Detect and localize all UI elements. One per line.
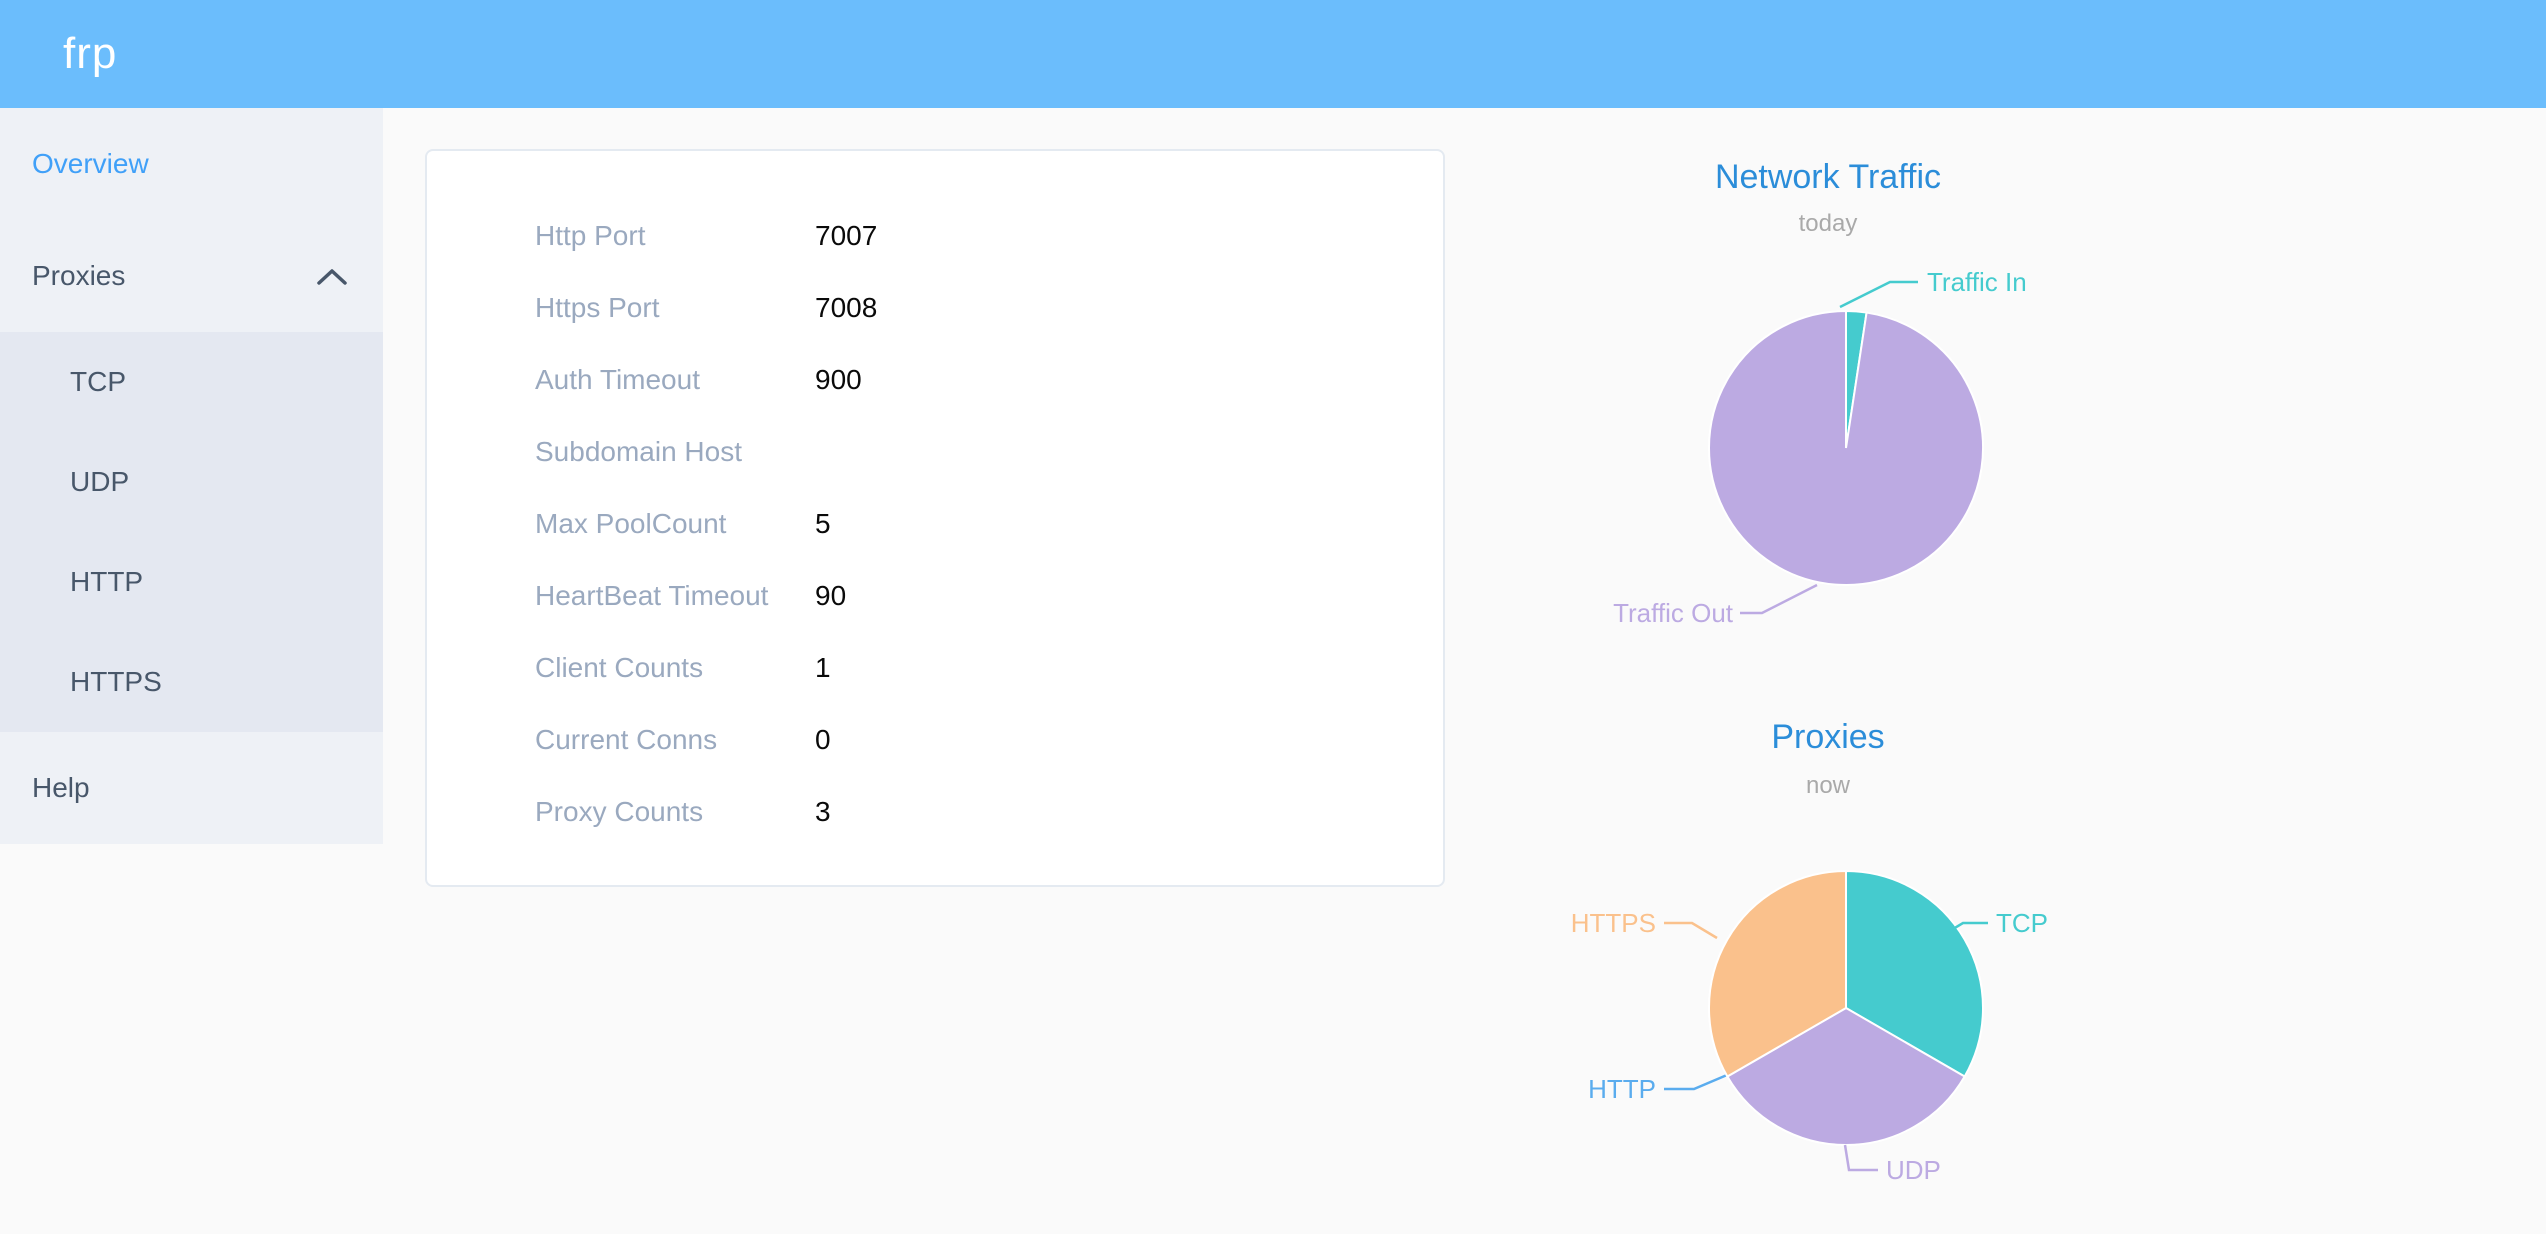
sidebar-item-proxies[interactable]: Proxies (0, 220, 383, 332)
sidebar-subitem-label: HTTPS (70, 666, 162, 697)
pie-label-line-http (1664, 1073, 1728, 1091)
sidebar-subitem-label: UDP (70, 466, 130, 497)
server-info-rows: Http Port 7007 Https Port 7008 Auth Timeout 9… (427, 200, 1443, 848)
info-value: 1 (815, 652, 831, 683)
pie-label-http: HTTP (1588, 1074, 1656, 1104)
info-value: 7008 (815, 292, 878, 323)
info-label: Auth Timeout (535, 364, 700, 395)
sidebar-subitem-https[interactable]: HTTPS (0, 632, 383, 732)
server-info-card: Http Port 7007 Https Port 7008 Auth Timeout 9… (425, 149, 1445, 887)
info-row-client-counts: Client Counts 1 (427, 632, 1443, 704)
sidebar-subitem-udp[interactable]: UDP (0, 432, 383, 532)
chart-subtitle-network-traffic: today (1798, 210, 1858, 237)
info-value: 900 (815, 364, 862, 395)
pie-label-https: HTTPS (1571, 908, 1656, 938)
info-label: HeartBeat Timeout (535, 580, 769, 611)
info-label: Max PoolCount (535, 508, 727, 539)
info-value: 7007 (815, 220, 878, 251)
pie-slice-tcp[interactable] (1845, 869, 1984, 1078)
pie-label-line-tcp (1937, 921, 1988, 940)
sidebar-subitem-label: HTTP (70, 566, 144, 597)
info-value: 3 (815, 796, 831, 827)
info-value: 5 (815, 508, 831, 539)
header-bar: frp (0, 0, 2546, 108)
info-label: Current Conns (535, 724, 718, 755)
pie-slice-https[interactable] (1708, 869, 1847, 1078)
pie-label-line-udp (1843, 1144, 1878, 1172)
chevron-up-icon (317, 269, 347, 285)
pie-slice-traffic-out[interactable] (1708, 309, 1984, 586)
sidebar-item-help-label: Help (32, 772, 90, 803)
sidebar-item-proxies-label: Proxies (32, 260, 126, 291)
info-label: Subdomain Host (535, 436, 743, 467)
sidebar: Overview Proxies TCP UDP HTTP HTTPS Help (0, 108, 383, 844)
pie-label-traffic-out: Traffic Out (1613, 598, 1734, 628)
info-row-https-port: Https Port 7008 (427, 272, 1443, 344)
info-label: Proxy Counts (535, 796, 704, 827)
info-row-max-poolcount: Max PoolCount 5 (427, 488, 1443, 560)
pie-label-udp: UDP (1886, 1155, 1941, 1185)
info-label: Http Port (535, 220, 646, 251)
info-row-auth-timeout: Auth Timeout 900 (427, 344, 1443, 416)
sidebar-submenu-proxies: TCP UDP HTTP HTTPS (0, 332, 383, 732)
sidebar-item-help[interactable]: Help (0, 732, 383, 844)
pie-label-line-traffic-out (1740, 583, 1818, 615)
pie-label-traffic-in: Traffic In (1927, 267, 2027, 297)
chart-subtitle-proxies: now (1805, 772, 1851, 799)
sidebar-subitem-tcp[interactable]: TCP (0, 332, 383, 432)
sidebar-subitem-label: TCP (70, 366, 126, 397)
info-label: Https Port (535, 292, 660, 323)
info-label: Client Counts (535, 652, 704, 683)
info-row-http-port: Http Port 7007 (427, 200, 1443, 272)
sidebar-item-overview-label: Overview (32, 148, 149, 179)
pie-label-line-traffic-in (1839, 280, 1918, 309)
sidebar-subitem-http[interactable]: HTTP (0, 532, 383, 632)
info-row-heartbeat-timeout: HeartBeat Timeout 90 (427, 560, 1443, 632)
sidebar-item-overview[interactable]: Overview (0, 108, 383, 220)
pie-label-tcp: TCP (1996, 908, 2048, 938)
info-row-current-conns: Current Conns 0 (427, 704, 1443, 776)
chart-title-proxies: Proxies (1771, 718, 1885, 756)
info-value: 0 (815, 724, 831, 755)
app-logo: frp (63, 29, 118, 78)
chart-title-network-traffic: Network Traffic (1714, 158, 1942, 196)
pie-label-line-https (1664, 921, 1718, 940)
info-row-proxy-counts: Proxy Counts 3 (427, 776, 1443, 848)
info-value: 90 (815, 580, 847, 611)
info-row-subdomain-host: Subdomain Host (427, 416, 1443, 488)
